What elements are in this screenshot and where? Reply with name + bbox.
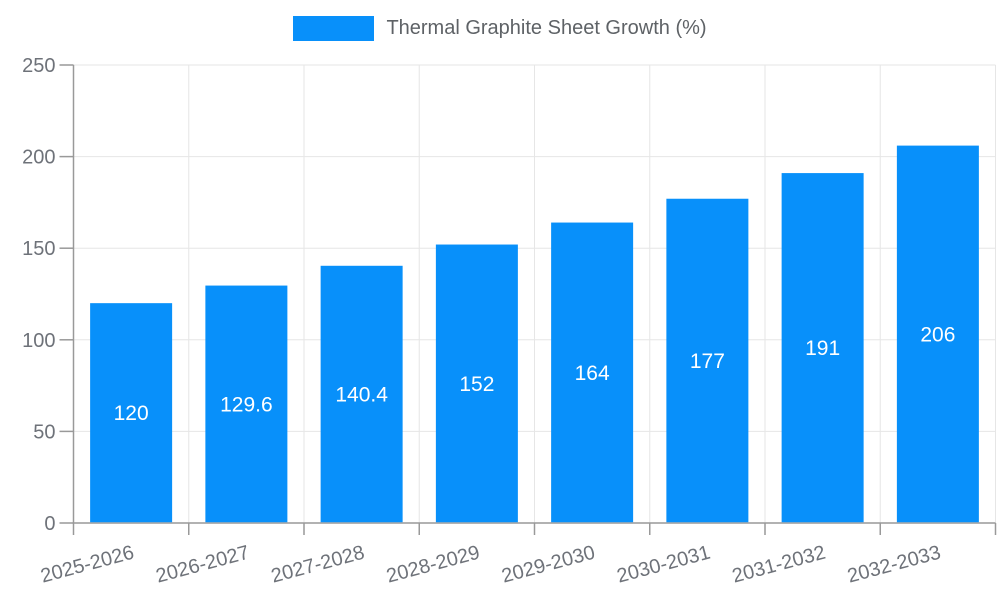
y-tick-label: 100 [22, 330, 55, 352]
x-tick-label: 2030-2031 [615, 542, 713, 588]
bar[interactable] [781, 173, 864, 523]
x-tick-label: 2032-2033 [845, 542, 943, 588]
x-tick-label: 2028-2029 [384, 542, 482, 588]
bar[interactable] [90, 303, 173, 523]
bar[interactable] [551, 222, 634, 523]
bar-value-label: 177 [690, 350, 725, 373]
bar[interactable] [435, 244, 518, 523]
x-tick-label: 2031-2032 [730, 542, 828, 588]
x-tick-label: 2029-2030 [499, 542, 597, 588]
bar-value-label: 164 [575, 362, 610, 385]
bar[interactable] [205, 285, 288, 523]
bar[interactable] [320, 265, 403, 523]
y-tick-label: 150 [22, 238, 55, 260]
bar-value-label: 140.4 [335, 383, 388, 406]
bar-value-label: 120 [114, 402, 149, 425]
bar-value-label: 191 [805, 337, 840, 360]
y-tick-label: 200 [22, 147, 55, 169]
bar-value-label: 206 [920, 323, 955, 346]
y-tick-label: 250 [22, 55, 55, 77]
y-tick-label: 0 [44, 513, 55, 535]
legend-swatch [293, 16, 375, 41]
y-tick-label: 50 [33, 421, 55, 443]
bar[interactable] [896, 145, 979, 523]
bar-value-label: 129.6 [220, 393, 273, 416]
x-tick-label: 2025-2026 [38, 542, 136, 588]
legend-item[interactable]: Thermal Graphite Sheet Growth (%) [0, 16, 1000, 41]
bar-value-label: 152 [459, 373, 494, 396]
bar[interactable] [666, 198, 749, 523]
legend-label: Thermal Graphite Sheet Growth (%) [386, 17, 707, 39]
x-tick-label: 2027-2028 [269, 542, 367, 588]
x-tick-label: 2026-2027 [154, 542, 252, 588]
